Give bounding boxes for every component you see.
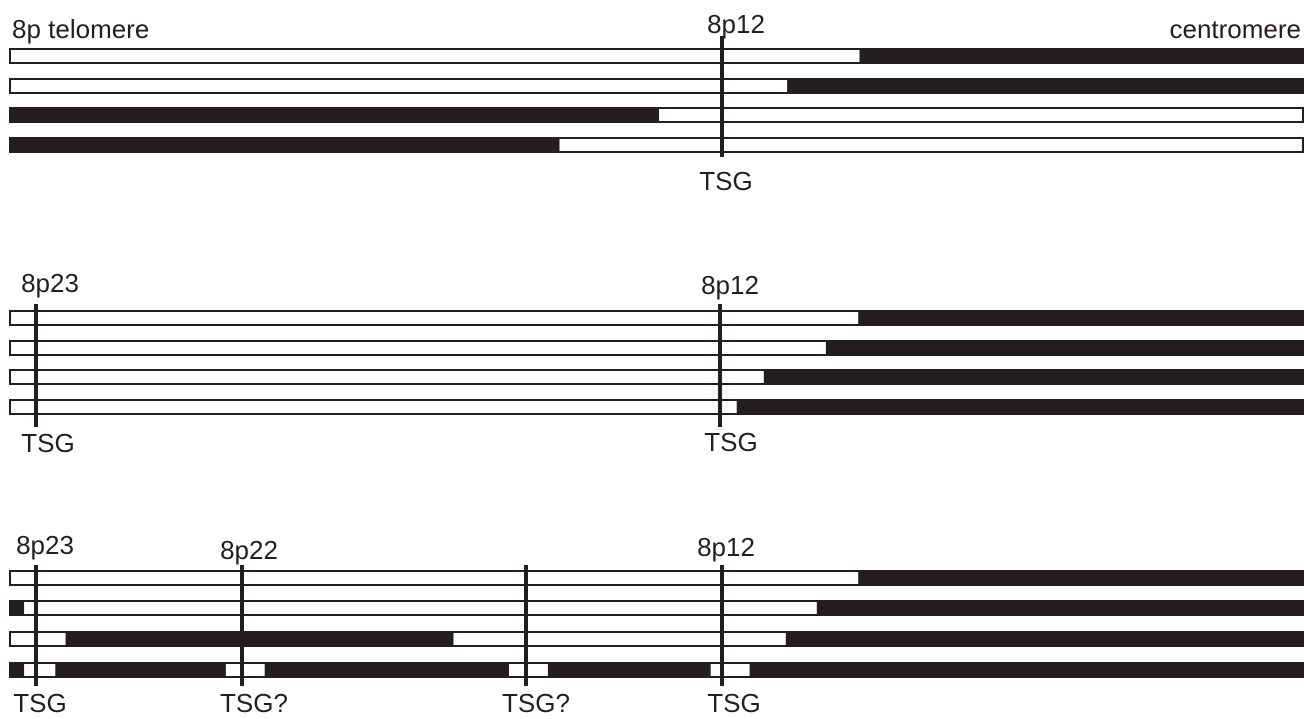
retained-segment: [24, 663, 56, 677]
tsg-label: TSG: [704, 427, 757, 457]
retained-segment: [10, 79, 788, 93]
chromosome-outline: [9, 631, 1304, 647]
chromosome-bar: [9, 107, 1304, 123]
chromosome-bars: [9, 48, 1304, 678]
chromosome-bar: [9, 48, 1304, 64]
deleted-segment: [763, 370, 1303, 384]
panel-2: 8p23 8p12 TSG TSG: [21, 268, 759, 458]
retained-segment: [453, 632, 786, 646]
chromosome-bar: [9, 340, 1304, 356]
chromosome-outline: [9, 340, 1304, 356]
chromosome-bar: [9, 310, 1304, 326]
deleted-segment: [65, 632, 454, 646]
chromosome-outline: [9, 600, 1304, 616]
tsg-label: TSG: [707, 688, 760, 718]
chromosome-outline: [9, 137, 1304, 153]
panel-1: 8p telomere centromere 8p12 TSG: [12, 9, 1301, 196]
chromosome-bar: [9, 137, 1304, 153]
deleted-segment: [787, 79, 1303, 93]
chromosome-bar: [9, 631, 1304, 647]
chromosome-outline: [9, 399, 1304, 415]
retained-segment: [10, 571, 859, 585]
chromosome-bar: [9, 399, 1304, 415]
deleted-segment: [858, 311, 1303, 325]
retained-segment: [559, 138, 1303, 152]
chromosome-outline: [9, 107, 1304, 123]
deleted-segment: [785, 632, 1303, 646]
centromere-label: centromere: [1170, 14, 1302, 44]
chromosome-outline: [9, 78, 1304, 94]
telomere-label: 8p telomere: [12, 14, 149, 44]
tsg-label: TSG: [21, 428, 74, 458]
tsg-marker-lines: [34, 36, 724, 686]
chromosome-outline: [9, 48, 1304, 64]
deleted-segment: [547, 663, 711, 677]
deleted-segment: [816, 601, 1303, 615]
chromosome-outline: [9, 662, 1304, 678]
chromosome-bar: [9, 369, 1304, 385]
tsg-uncertain-label: TSG?: [502, 688, 570, 718]
retained-segment: [659, 108, 1303, 122]
deleted-segment: [749, 663, 1303, 677]
chromosome-bar: [9, 662, 1304, 678]
deleted-segment: [10, 601, 25, 615]
chromosome-bar: [9, 570, 1304, 586]
deleted-segment: [264, 663, 510, 677]
band-label-8p23: 8p23: [21, 268, 79, 298]
deleted-segment: [10, 108, 660, 122]
deleted-segment: [859, 49, 1303, 63]
band-label-8p12: 8p12: [701, 270, 759, 300]
deleted-segment: [10, 663, 25, 677]
band-label-8p12: 8p12: [707, 9, 765, 39]
chromosome-bar: [9, 600, 1304, 616]
retained-segment: [710, 663, 750, 677]
retained-segment: [10, 49, 860, 63]
chromosome-outline: [9, 369, 1304, 385]
deleted-segment: [736, 400, 1303, 414]
retained-segment: [10, 311, 859, 325]
band-label-8p23: 8p23: [16, 530, 74, 560]
chromosome-outline: [9, 570, 1304, 586]
deleted-segment: [825, 341, 1303, 355]
retained-segment: [24, 601, 817, 615]
tsg-uncertain-label: TSG?: [220, 688, 288, 718]
tsg-label: TSG: [13, 688, 66, 718]
tsg-label: TSG: [699, 166, 752, 196]
retained-segment: [10, 370, 764, 384]
band-label-8p22: 8p22: [220, 535, 278, 565]
retained-segment: [10, 341, 826, 355]
deleted-segment: [10, 138, 560, 152]
retained-segment: [225, 663, 265, 677]
chromosome-bar: [9, 78, 1304, 94]
retained-segment: [509, 663, 548, 677]
retained-segment: [10, 400, 737, 414]
band-label-8p12: 8p12: [697, 532, 755, 562]
deleted-segment: [858, 571, 1303, 585]
deleted-segment: [55, 663, 226, 677]
chromosome-outline: [9, 310, 1304, 326]
panel-3: 8p23 8p22 8p12 TSG TSG? TSG? TSG: [13, 530, 760, 718]
